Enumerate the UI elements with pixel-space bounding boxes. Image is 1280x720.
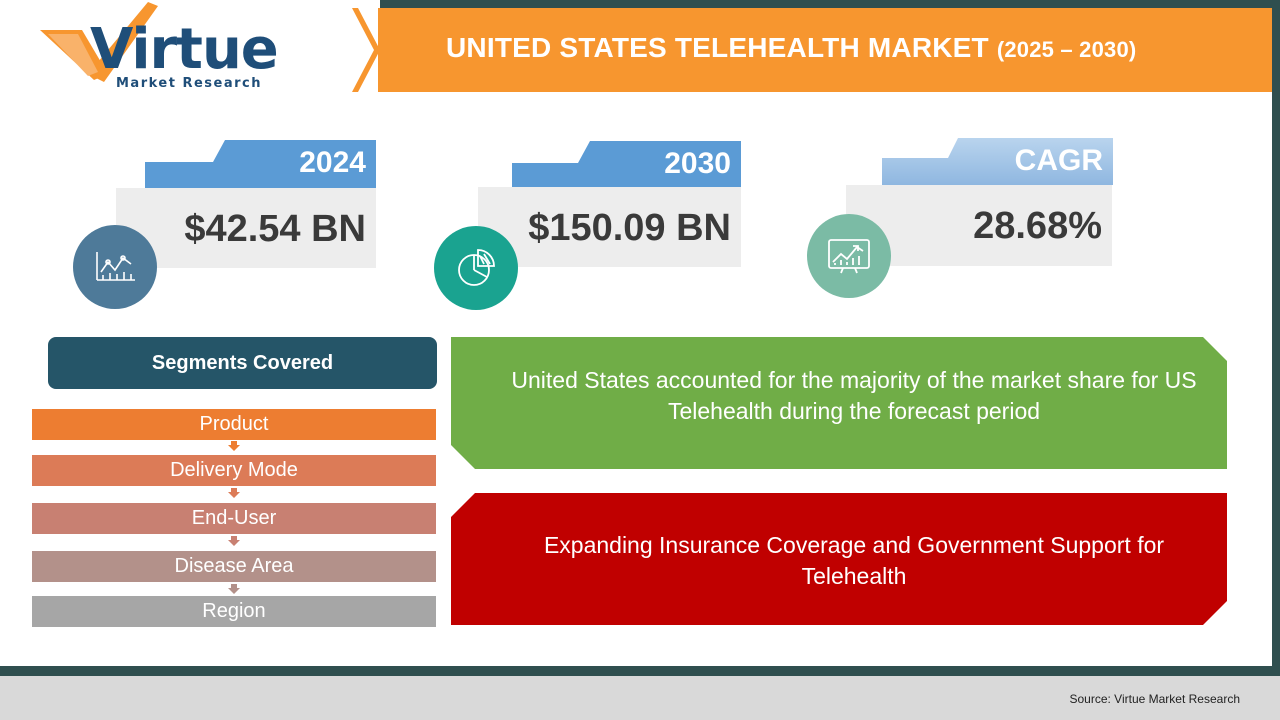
stat-value: 28.68% [973,205,1102,247]
source-text: Source: Virtue Market Research [1069,692,1240,706]
stat-value-box: $42.54 BN [116,188,376,268]
insight-banner-market-share: United States accounted for the majority… [451,337,1227,469]
banner-chevron-icon [352,8,380,92]
stat-icon-circle [73,225,157,309]
footer: Source: Virtue Market Research [0,676,1280,720]
insight-banner-shape [451,337,1227,469]
stat-icon-circle [434,226,518,310]
logo-subtitle: Market Research [116,76,262,91]
down-arrow-icon [228,584,240,594]
frame-bottom-bar [0,666,1280,676]
insight-text: Expanding Insurance Coverage and Governm… [543,532,1165,589]
frame-right-bar [1272,0,1280,676]
segment-end-user: End-User [32,503,436,534]
down-arrow-icon [228,441,240,451]
insight-text: United States accounted for the majority… [511,367,1197,424]
stat-icon-circle [807,214,891,298]
line-chart-icon [96,252,135,281]
growth-chart-icon [828,239,870,274]
insight-banner-shape [451,493,1227,625]
frame-top-bar [380,0,1280,8]
stat-tab-cagr [882,138,1113,185]
segment-product: Product [32,409,436,440]
segment-delivery-mode: Delivery Mode [32,455,436,486]
down-arrow-icon [228,488,240,498]
logo-v-mark-icon [40,2,158,82]
virtue-logo: Virtue Market Research [30,2,320,94]
page-title: UNITED STATES TELEHEALTH MARKET (2025 – … [446,32,1136,64]
logo-wordmark: Virtue [90,17,279,82]
stat-value: $150.09 BN [528,207,731,249]
pie-chart-icon [458,249,495,286]
segments-heading: Segments Covered [48,337,437,389]
down-arrow-icon [228,536,240,546]
title-main: UNITED STATES TELEHEALTH MARKET [446,32,989,63]
title-years: (2025 – 2030) [996,37,1137,62]
insight-banner-drivers: Expanding Insurance Coverage and Governm… [451,493,1227,625]
segment-region: Region [32,596,436,627]
title-banner [378,8,1272,92]
segment-disease-area: Disease Area [32,551,436,582]
stat-label: 2030 [664,147,731,180]
stat-value: $42.54 BN [184,208,366,250]
stat-tab-2024 [145,140,376,188]
stat-tab-2030 [512,141,741,187]
stat-label: CAGR [1014,144,1103,177]
stat-label: 2024 [299,146,366,179]
stat-value-box: $150.09 BN [478,187,741,267]
